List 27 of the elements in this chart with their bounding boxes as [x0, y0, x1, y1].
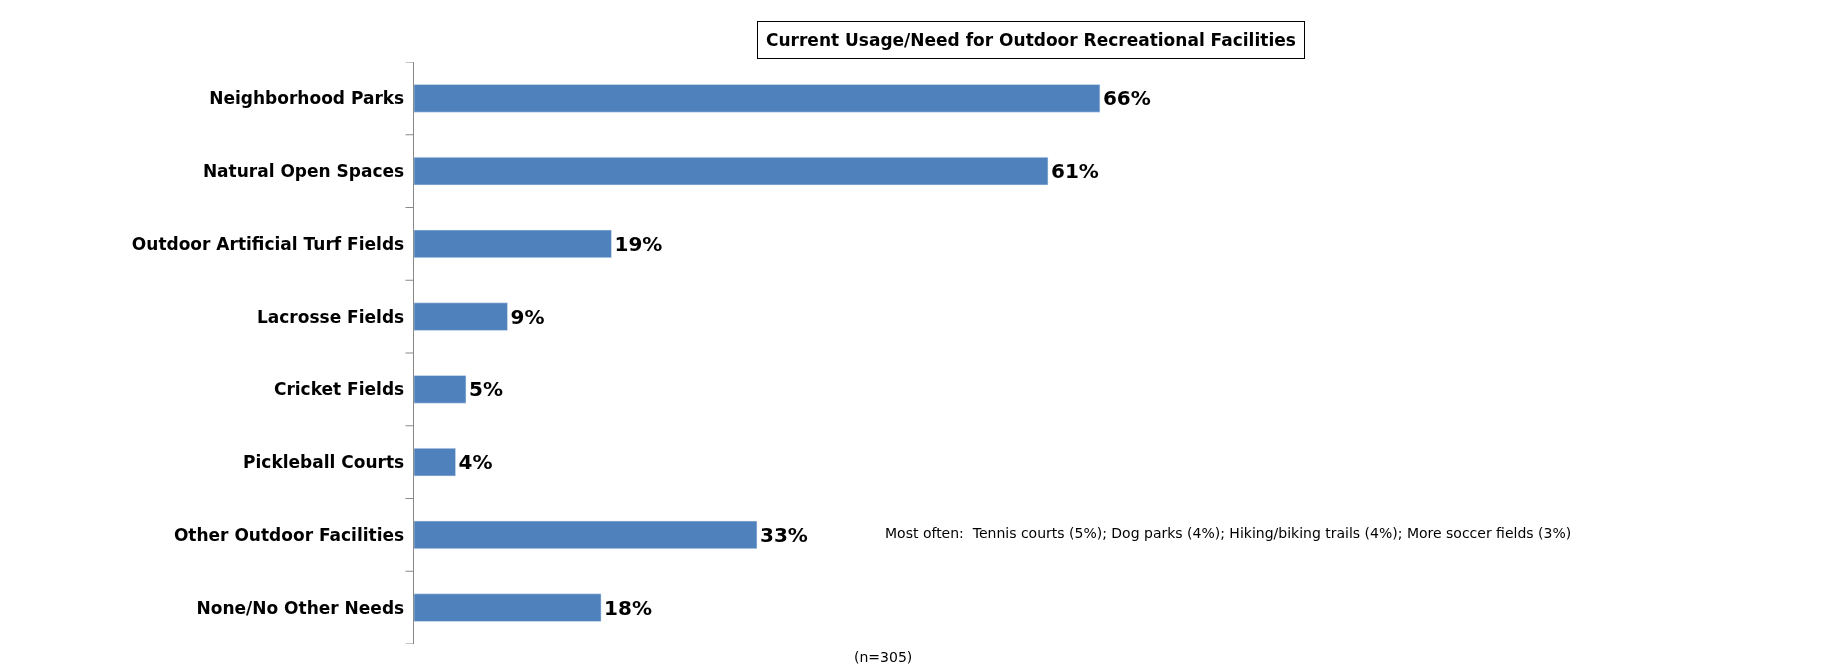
y-tick-label: Neighborhood Parks [209, 88, 405, 109]
bar [414, 157, 1049, 186]
text: (n=305) [854, 649, 913, 665]
bar [414, 520, 758, 549]
data-label: 33% [759, 522, 808, 547]
y-tick-label: Natural Open Spaces [202, 161, 405, 182]
data-label: 19% [614, 231, 663, 256]
y-tick-label: None/No Other Needs [196, 597, 405, 618]
data-label: 4% [458, 450, 493, 475]
y-tick-label: Cricket Fields [273, 379, 405, 400]
data-label: 5% [468, 377, 503, 402]
y-tick-label: Pickleball Courts [243, 452, 405, 473]
bar [414, 302, 508, 331]
data-label: 18% [604, 595, 652, 620]
bar [414, 84, 1101, 113]
bar [414, 375, 467, 404]
y-tick-label: Lacrosse Fields [256, 306, 405, 327]
bar [414, 593, 602, 622]
annotation: Most often: Tennis courts (5%); Dog parks (4%); Hiking/biking trails (4%); More soccer fields (3%) [885, 525, 1572, 541]
data-label: 66% [1102, 86, 1151, 111]
y-tick-label: Outdoor Artificial Turf Fields [131, 233, 405, 254]
data-label: 9% [510, 304, 545, 329]
data-label: 61% [1050, 159, 1099, 184]
bar [414, 229, 612, 258]
chart-title: Current Usage/Need for Outdoor Recreational Facilities [766, 30, 1296, 50]
bar [414, 448, 456, 477]
y-tick-label: Other Outdoor Facilities [173, 524, 405, 545]
